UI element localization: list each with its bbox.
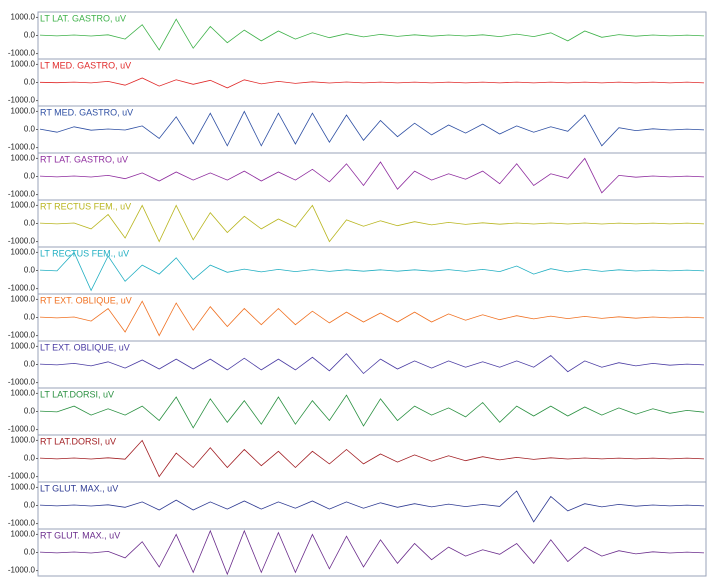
channel-label: LT LAT.DORSI, uV [40,389,114,399]
y-tick-label: 0.0 [24,31,36,40]
y-tick-label: 1000.0 [11,483,36,492]
y-tick-label: 1000.0 [11,530,36,539]
y-tick-label: 0.0 [24,548,36,557]
y-tick-label: -1000.0 [8,566,36,575]
y-tick-label: 1000.0 [11,201,36,210]
y-tick-label: -1000.0 [8,49,36,58]
channel-label: LT GLUT. MAX., uV [40,483,118,493]
y-tick-label: 0.0 [24,219,36,228]
channel-label: LT MED. GASTRO, uV [40,60,131,70]
signal-line [39,529,705,576]
y-tick-label: 0.0 [24,78,36,87]
y-tick-label: 1000.0 [11,248,36,257]
y-tick-label: 1000.0 [11,154,36,163]
channel-label: RT RECTUS FEM., uV [40,201,131,211]
y-tick-label: -1000.0 [8,472,36,481]
y-tick-label: 1000.0 [11,295,36,304]
y-tick-label: -1000.0 [8,237,36,246]
y-tick-label: -1000.0 [8,143,36,152]
y-tick-label: -1000.0 [8,519,36,528]
signal-line [39,353,705,375]
y-tick-label: 0.0 [24,501,36,510]
y-tick-label: 1000.0 [11,60,36,69]
channel-label: RT LAT.DORSI, uV [40,436,116,446]
y-tick-label: 0.0 [24,266,36,275]
y-tick-label: 0.0 [24,407,36,416]
y-tick-label: 1000.0 [11,436,36,445]
y-tick-label: -1000.0 [8,378,36,387]
channel-label: RT EXT. OBLIQUE, uV [40,295,132,305]
signal-line [39,490,705,523]
signal-line [39,110,705,147]
signal-line [39,300,705,337]
channel-label: RT LAT. GASTRO, uV [40,154,128,164]
signal-line [39,18,705,51]
y-tick-label: 0.0 [24,313,36,322]
channel-label: RT GLUT. MAX., uV [40,530,120,540]
y-tick-label: -1000.0 [8,331,36,340]
channel-label: RT MED. GASTRO, uV [40,107,133,117]
y-tick-label: -1000.0 [8,284,36,293]
y-tick-label: 1000.0 [11,13,36,22]
channel-label: LT RECTUS FEM., uV [40,248,129,258]
signal-line [39,157,705,194]
channel-label: LT EXT. OBLIQUE, uV [40,342,130,352]
y-tick-label: 0.0 [24,125,36,134]
signal-line [39,204,705,243]
signal-line [39,251,705,292]
y-tick-label: 0.0 [24,454,36,463]
y-tick-label: 1000.0 [11,342,36,351]
y-tick-label: 1000.0 [11,389,36,398]
signal-line [39,77,705,89]
signal-line [39,394,705,429]
y-tick-label: -1000.0 [8,96,36,105]
y-tick-label: -1000.0 [8,425,36,434]
y-tick-label: 0.0 [24,360,36,369]
channel-label: LT LAT. GASTRO, uV [40,13,126,23]
y-tick-label: 1000.0 [11,107,36,116]
signal-line [39,439,705,478]
y-tick-label: -1000.0 [8,190,36,199]
y-tick-label: 0.0 [24,172,36,181]
